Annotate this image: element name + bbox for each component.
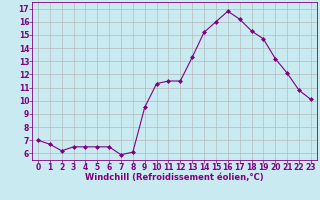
X-axis label: Windchill (Refroidissement éolien,°C): Windchill (Refroidissement éolien,°C) xyxy=(85,173,264,182)
